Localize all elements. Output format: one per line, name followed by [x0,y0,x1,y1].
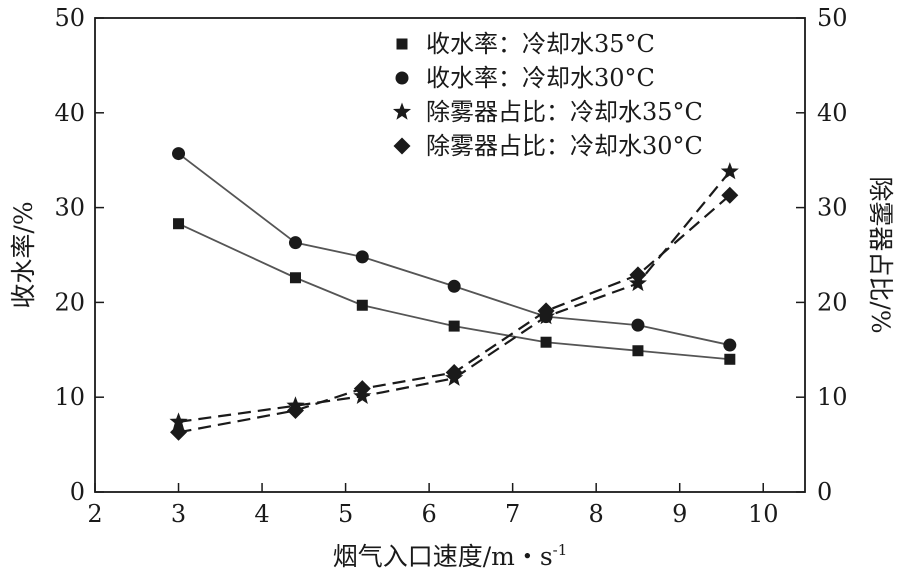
x-tick-label: 5 [338,500,353,528]
legend-label-3: 除雾器占比：冷却水35°C [426,98,703,126]
y-tick-label: 40 [54,99,85,127]
series-4-point [445,364,463,382]
series-1-point [540,336,552,348]
series-4-point [286,401,304,419]
legend-marker-4 [393,137,411,155]
series-1-point [448,320,460,332]
series-4-point [170,423,188,441]
y2-tick-label: 20 [817,288,848,316]
series-3-point [720,162,739,180]
y-tick-label: 20 [54,288,85,316]
x-tick-label: 7 [505,500,520,528]
y2-tick-label: 30 [817,194,848,222]
series-2-point [172,147,186,161]
series-2-point [447,279,461,293]
plot-frame [94,17,806,493]
x-tick-label: 2 [87,500,102,528]
series-2-point [288,236,302,250]
x-axis-title-superscript: -1 [553,541,568,559]
y-tick-label: 10 [54,383,85,411]
y2-tick-label: 40 [817,99,848,127]
legend: 收水率：冷却水35°C 收水率：冷却水30°C 除雾器占比：冷却水35°C 除雾器占比… [392,30,703,160]
series-4-point [629,266,647,284]
series-2-point [723,338,737,352]
y-tick-label: 0 [70,478,85,506]
x-tick-label: 8 [589,500,604,528]
legend-label-1: 收水率：冷却水35°C [426,30,655,58]
series-lines [177,152,731,434]
x-tick-label: 3 [171,500,186,528]
series-1-point [724,353,736,365]
y2-axis-title: 除雾器占比/% [866,176,895,333]
legend-label-2: 收水率：冷却水30°C [426,64,655,92]
y2-tick-label: 10 [817,383,848,411]
x-tick-label: 10 [748,500,779,528]
ticks: 2 3 4 5 6 7 8 9 10 0 10 20 30 40 50 0 10 20 30 40 50 [54,4,847,528]
series-4-point [353,380,371,398]
series-line-3 [178,170,731,423]
legend-label-4: 除雾器占比：冷却水30°C [426,132,703,160]
x-axis-title: 烟气入口速度/m・s-1 [333,541,568,571]
x-tick-label: 9 [672,500,687,528]
x-tick-label: 6 [421,500,436,528]
series-line-2 [177,152,731,346]
series-1-point [356,299,368,311]
y-axis-title: 收水率/% [9,201,38,308]
legend-marker-3 [392,102,412,120]
y-tick-label: 50 [54,4,85,32]
series-1-point [289,272,301,284]
series-1-point [173,218,185,230]
series-2-point [355,250,369,264]
series-1-point [632,345,644,357]
series-3-point [169,412,188,430]
legend-marker-1 [396,38,408,50]
series-4-point [721,186,739,204]
series-2-point [631,318,645,332]
series-4-point [537,302,555,320]
x-axis-title-main: 烟气入口速度/m・s [333,542,553,571]
y2-tick-label: 0 [817,478,832,506]
y-tick-label: 30 [54,194,85,222]
series-markers [169,147,739,441]
legend-marker-2 [395,71,409,85]
series-line-4 [178,194,731,434]
x-tick-label: 4 [254,500,269,528]
y2-tick-label: 50 [817,4,848,32]
